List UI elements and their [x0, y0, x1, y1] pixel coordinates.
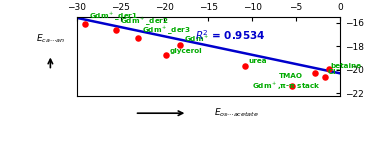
Point: [82, 22, 88, 25]
Point: [242, 64, 248, 67]
Text: glycerol: glycerol: [170, 48, 202, 54]
Point: [177, 44, 183, 46]
Text: $R^2$ = 0.9534: $R^2$ = 0.9534: [195, 28, 266, 42]
Text: betaine: betaine: [330, 63, 361, 69]
Point: [289, 85, 295, 87]
Point: [325, 68, 332, 70]
Text: $E_{ca{\cdots}an}$: $E_{ca{\cdots}an}$: [36, 32, 65, 45]
Text: Gdm$^+$,π-π stack: Gdm$^+$,π-π stack: [252, 81, 321, 92]
Text: Cl$^-$: Cl$^-$: [327, 67, 341, 76]
Point: [322, 76, 328, 78]
Point: [313, 71, 319, 74]
Text: Gdm$^+$_der2: Gdm$^+$_der2: [120, 16, 169, 28]
Text: $E_{os{\cdots}acetate}$: $E_{os{\cdots}acetate}$: [214, 107, 259, 120]
Text: Gdm$^+$_der1: Gdm$^+$_der1: [89, 10, 138, 22]
Point: [135, 37, 141, 40]
Text: urea: urea: [249, 59, 267, 65]
Point: [113, 28, 119, 31]
Point: [163, 54, 169, 56]
Text: Gdm$^+$: Gdm$^+$: [184, 34, 209, 44]
Text: TMAO: TMAO: [279, 73, 302, 79]
Text: Gdm$^+$_der3: Gdm$^+$_der3: [142, 25, 191, 37]
